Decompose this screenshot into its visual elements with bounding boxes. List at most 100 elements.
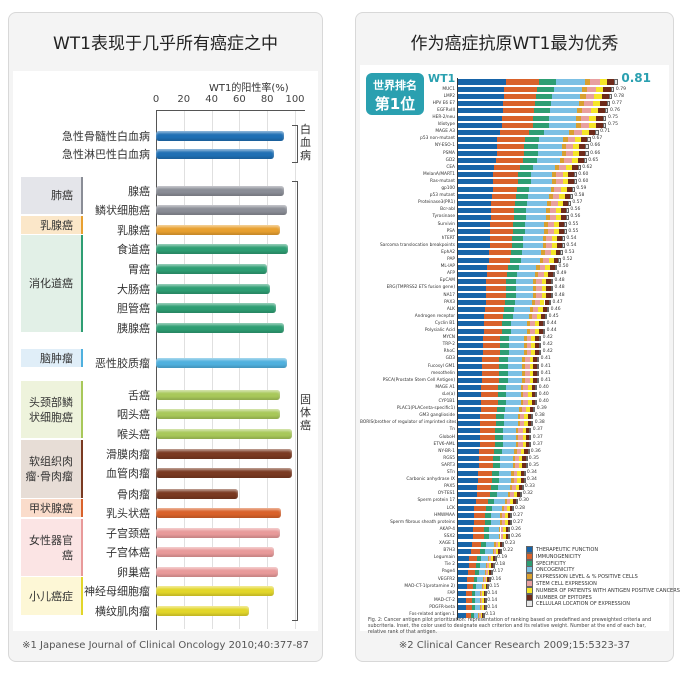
legend-item: NUMBER OF PATIENTS WITH ANTIGEN POSITIVE… — [526, 586, 680, 594]
bar-segment — [458, 527, 474, 533]
bar-label: ERG(TMPRSS2 ETS fusion gene) — [386, 285, 455, 291]
legend-item: SPECIFICITY — [526, 559, 566, 567]
bar-segment — [566, 165, 573, 171]
bar-segment — [506, 285, 517, 291]
bar-segment — [594, 94, 602, 100]
bar-segment — [529, 328, 535, 334]
bar-segment — [561, 186, 567, 192]
bar-value: 0.54 — [566, 242, 577, 248]
bar-label: PAX5 — [444, 484, 455, 490]
bar-segment — [494, 449, 502, 455]
bar-segment — [458, 179, 494, 185]
bar-label: WT1 — [428, 72, 456, 85]
bar-segment — [543, 271, 549, 277]
bracket-solid-label: 固体癌 — [300, 393, 311, 432]
bar-value: 0.42 — [542, 335, 553, 341]
bar — [156, 508, 282, 518]
bar-segment — [480, 406, 498, 412]
bar-segment — [573, 172, 577, 178]
bar-segment — [508, 527, 511, 533]
bar-segment — [531, 392, 536, 398]
bar — [156, 567, 279, 577]
bar-segment — [489, 527, 499, 533]
bar-segment — [505, 534, 509, 540]
bracket-leukemia-label: 白血病 — [300, 123, 311, 162]
bar-segment — [535, 101, 552, 107]
bar-label: EpCAM — [439, 278, 455, 284]
bar-segment — [506, 385, 521, 391]
bar-segment — [507, 271, 518, 277]
bar-segment — [495, 541, 499, 547]
bar-segment — [562, 179, 569, 185]
bar-segment — [496, 491, 509, 497]
bar-segment — [538, 271, 544, 277]
legend-swatch — [526, 593, 533, 601]
bar-value: 0.41 — [540, 363, 551, 369]
bar-segment — [533, 364, 538, 369]
bar-segment — [510, 520, 513, 526]
bar-value: 0.49 — [556, 271, 567, 277]
bar-value: 0.42 — [542, 349, 553, 355]
bar-segment — [458, 214, 491, 220]
bar-segment — [481, 555, 488, 561]
gridline — [239, 111, 241, 629]
bar-segment — [537, 356, 540, 362]
bar-segment — [502, 122, 534, 128]
bar-segment — [508, 349, 524, 355]
bar-segment — [539, 335, 542, 341]
bar-segment — [538, 321, 543, 327]
legend-item: STEM CELL EXPRESSION — [526, 580, 597, 587]
bar-label: AFP — [446, 271, 455, 277]
bar-segment — [555, 207, 562, 213]
bar-segment — [466, 584, 474, 590]
bar-segment — [536, 158, 560, 164]
bar-segment — [553, 87, 582, 93]
legend-swatch — [526, 573, 533, 581]
bar-segment — [502, 513, 506, 519]
bar-segment — [579, 143, 586, 149]
bar-label: 子宫颈癌 — [106, 527, 150, 540]
bar-segment — [458, 222, 491, 227]
bar-segment — [516, 449, 521, 455]
bar-segment — [458, 136, 498, 142]
bar-segment — [458, 129, 500, 135]
bar-value: 0.55 — [568, 228, 579, 234]
bar-segment — [496, 143, 525, 149]
x-tick-label: 40 — [205, 94, 218, 105]
bar-segment — [486, 293, 507, 298]
bar-label: XAGE 1 — [439, 541, 455, 546]
bar-segment — [505, 527, 509, 533]
bar-segment — [504, 307, 514, 313]
bar-value: 0.40 — [538, 391, 549, 397]
bar-segment — [524, 229, 545, 235]
bar-segment — [519, 456, 523, 462]
bar-segment — [511, 328, 528, 334]
bar-segment — [520, 257, 540, 263]
bar-segment — [564, 193, 570, 199]
bar-segment — [512, 463, 516, 469]
bar-segment — [542, 236, 547, 242]
bar-segment — [550, 293, 554, 298]
bar-segment — [485, 300, 506, 306]
bar-segment — [538, 307, 543, 313]
bar-segment — [541, 278, 547, 284]
bar-label: Tyrosinase — [432, 214, 455, 220]
bar-segment — [480, 413, 497, 419]
bar-value: 0.32 — [522, 491, 533, 497]
bar-segment — [489, 534, 499, 540]
bar-segment — [533, 307, 539, 313]
bar-segment — [458, 562, 469, 568]
bar — [156, 264, 268, 274]
bar-segment — [526, 406, 530, 412]
bar-segment — [498, 548, 501, 554]
bar-segment — [541, 250, 545, 256]
bar-segment — [467, 577, 475, 582]
bar-segment — [458, 278, 487, 284]
bar-segment — [582, 108, 591, 114]
x-tick-label: 80 — [260, 94, 274, 105]
bar-segment — [509, 484, 512, 490]
bracket-leukemia — [292, 125, 298, 163]
bar-label: ML-IAP — [440, 264, 455, 270]
bar-segment — [458, 591, 467, 597]
bar-segment — [484, 548, 493, 554]
